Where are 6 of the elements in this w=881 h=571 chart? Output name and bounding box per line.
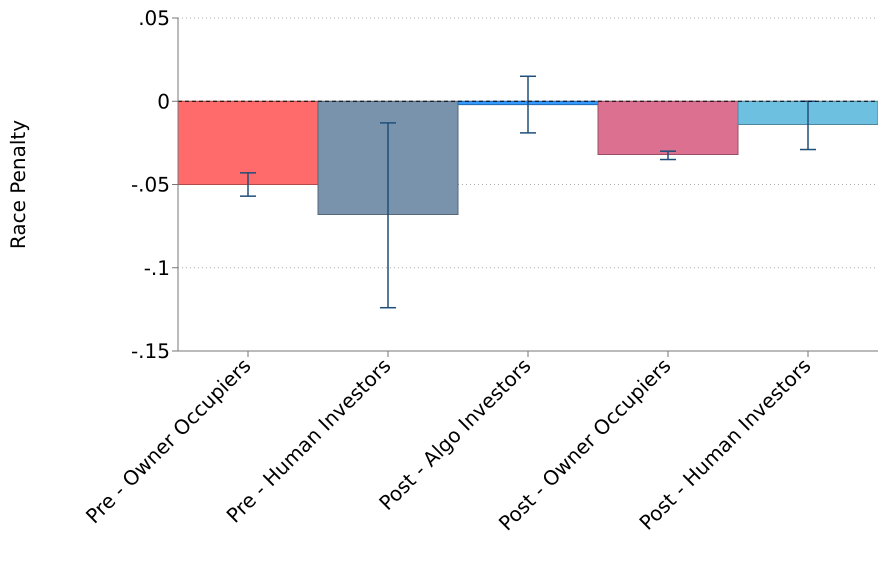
y-tick-label: -.15 (130, 339, 170, 364)
y-tick-label: .05 (138, 6, 170, 30)
y-tick-label: -.05 (130, 172, 170, 197)
y-tick-label: -.1 (144, 256, 170, 280)
y-axis-title: Race Penalty (6, 120, 30, 250)
y-tick-label: 0 (157, 89, 170, 114)
